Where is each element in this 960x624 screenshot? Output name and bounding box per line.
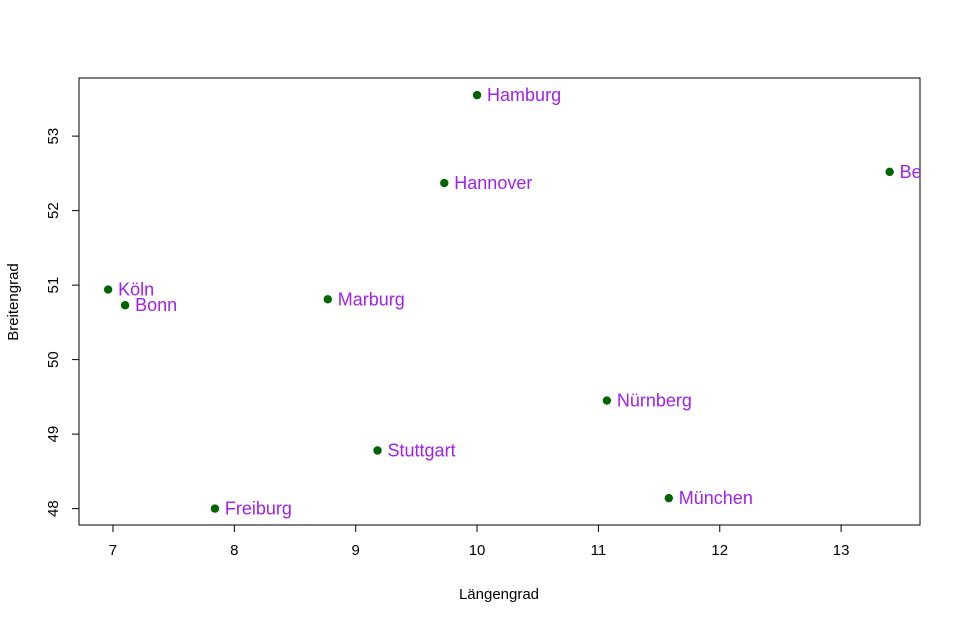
point-label: Köln <box>118 280 154 300</box>
x-tick-label: 8 <box>230 542 238 559</box>
x-axis: 7 8 9 10 11 12 13 <box>109 525 850 559</box>
y-tick-label: 53 <box>45 128 62 145</box>
x-tick-label: 13 <box>833 542 850 559</box>
data-point <box>885 167 894 177</box>
data-point <box>103 285 113 294</box>
point-label: Hannover <box>454 173 532 193</box>
point-label: Stuttgart <box>388 441 456 461</box>
y-tick-label: 52 <box>45 202 62 219</box>
y-tick-label: 48 <box>45 500 62 517</box>
y-tick-label: 49 <box>45 426 62 443</box>
y-axis: 48 49 50 51 52 53 <box>45 128 79 517</box>
x-tick-label: 12 <box>711 542 728 559</box>
data-point <box>472 90 482 100</box>
data-point <box>120 301 130 310</box>
data-point <box>664 493 673 503</box>
data-point <box>323 295 332 304</box>
y-tick-label: 51 <box>45 277 62 294</box>
data-point <box>440 178 449 188</box>
plot-frame <box>78 77 921 526</box>
data-point <box>373 446 382 455</box>
data-point <box>210 504 220 513</box>
y-tick-label: 50 <box>45 351 62 368</box>
point-label: Nürnberg <box>617 391 692 411</box>
point-label: Hamburg <box>487 85 561 105</box>
data-point <box>602 396 612 405</box>
x-tick-label: 11 <box>591 542 607 559</box>
point-label: Bonn <box>135 295 177 315</box>
y-axis-title: Breitengrad <box>5 263 22 341</box>
point-label: München <box>679 488 753 508</box>
point-label: Be <box>900 162 922 182</box>
x-tick-label: 10 <box>469 542 486 559</box>
point-label: Marburg <box>338 289 405 309</box>
point-label: Freiburg <box>225 499 292 519</box>
x-axis-title: Längengrad <box>459 586 539 603</box>
x-tick-label: 7 <box>109 542 117 559</box>
data-points <box>103 90 894 513</box>
x-tick-label: 9 <box>352 542 360 559</box>
